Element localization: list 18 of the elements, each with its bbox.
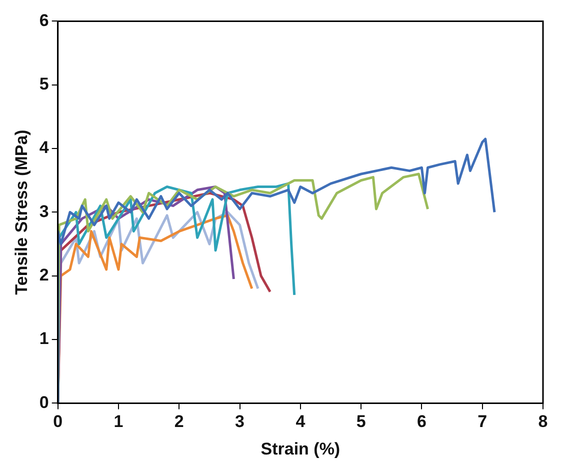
x-axis-title: Strain (%) [260,439,340,458]
y-tick-label: 3 [39,202,49,221]
x-tick-label: 1 [114,412,124,432]
y-tick-label: 5 [39,74,49,94]
x-tick-label: 2 [174,412,184,432]
x-tick-label: 3 [235,412,245,432]
y-tick-label: 4 [39,138,50,158]
x-tick-label: 6 [416,412,426,432]
y-axis-title: Tensile Stress (MPa) [12,130,31,295]
y-tick-label: 1 [39,329,49,348]
y-tick-label: 6 [39,10,49,30]
y-tick-label: 2 [39,266,49,285]
y-tick-label: 0 [39,392,49,412]
x-tick-label: 5 [356,412,366,432]
x-tick-label: 7 [478,412,488,432]
x-tick-label: 4 [296,412,306,432]
x-tick-label: 8 [538,412,548,432]
x-tick-label: 0 [53,412,63,432]
